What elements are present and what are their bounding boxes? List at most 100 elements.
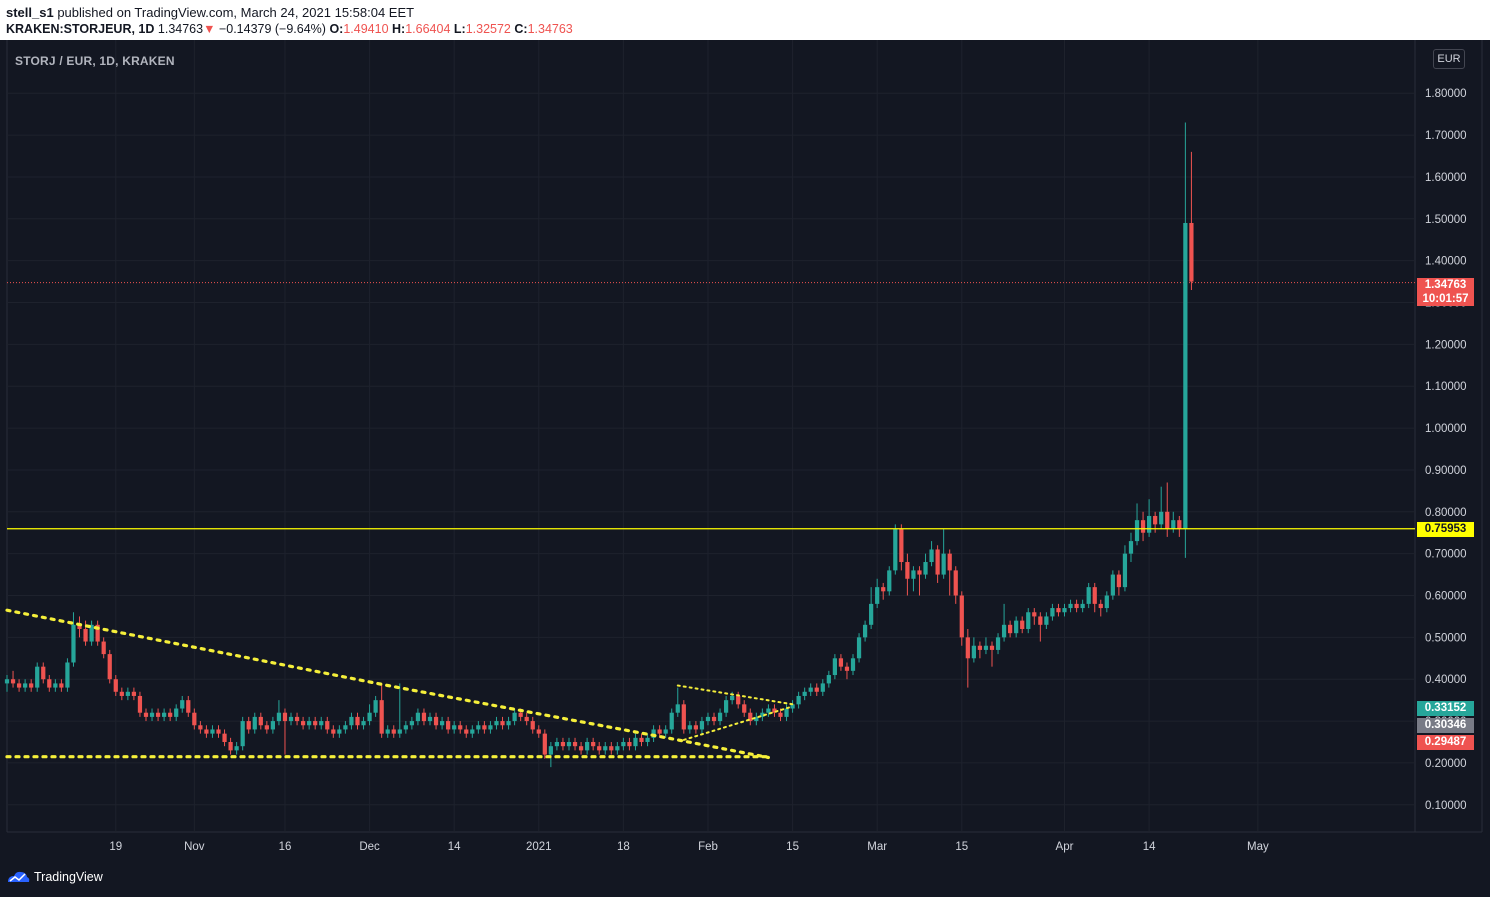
candle (464, 725, 469, 738)
candle (23, 679, 28, 692)
candle-body (180, 700, 185, 709)
candle (1014, 616, 1019, 638)
candle-body (1014, 620, 1019, 634)
candle (391, 725, 396, 738)
candle-body (53, 683, 58, 688)
candle (252, 712, 257, 734)
candle-body (911, 570, 916, 579)
candle (101, 637, 106, 659)
candle (1062, 603, 1067, 617)
candle-body (4, 679, 10, 684)
candle-body (313, 721, 318, 726)
currency-button[interactable]: EUR (1433, 49, 1465, 69)
candle-body (59, 683, 64, 688)
y-tick-label: 1.50000 (1425, 214, 1467, 226)
candle (554, 737, 560, 751)
x-tick-label: 16 (279, 841, 292, 853)
candle (814, 683, 819, 696)
candle (168, 708, 173, 722)
footer-brand-label: TradingView (34, 870, 103, 884)
candle (204, 725, 209, 738)
candle-body (518, 712, 523, 717)
countdown-badge-value: 10:01:57 (1422, 293, 1469, 305)
candle-body (41, 666, 46, 680)
candle (403, 721, 408, 734)
candle (899, 524, 904, 571)
candle-body (832, 658, 837, 676)
candle (597, 742, 602, 755)
low-label: L: (453, 22, 466, 36)
candle (1044, 612, 1049, 629)
candle-body (808, 687, 813, 692)
candle (530, 716, 535, 734)
candle-body (379, 700, 384, 734)
candle-body (591, 742, 596, 747)
candle-body (862, 624, 868, 638)
candle-body (826, 675, 831, 684)
candle (433, 712, 439, 730)
candle-body (107, 654, 112, 680)
candle (35, 662, 40, 692)
candle-body (838, 658, 844, 667)
candle-body (899, 528, 904, 563)
candle (210, 725, 215, 738)
price-badge-red: 0.29487 (1417, 735, 1474, 750)
candle-body (71, 624, 76, 663)
candle-body (222, 733, 227, 743)
candle-body (192, 712, 197, 726)
candle (1159, 486, 1164, 529)
publisher-name[interactable]: stell_s1 (6, 5, 54, 20)
candle (627, 737, 632, 751)
candle (452, 721, 457, 734)
candle (693, 721, 699, 734)
candle (566, 737, 572, 751)
candle-body (288, 716, 294, 722)
price-chart[interactable]: 1.800001.700001.600001.500001.400001.300… (0, 40, 1490, 858)
candle (77, 616, 82, 638)
candle (959, 591, 964, 646)
candle (506, 716, 511, 730)
candle (633, 733, 638, 751)
candle-body (524, 716, 529, 722)
candle (276, 700, 282, 726)
candle-body (1153, 515, 1158, 525)
candle-body (1189, 222, 1194, 282)
candle-body (542, 733, 547, 755)
candle (826, 670, 831, 688)
candle (1080, 599, 1085, 613)
candle-body (198, 725, 203, 730)
candle-body (1008, 624, 1013, 634)
candle-body (856, 637, 862, 659)
candle (947, 549, 952, 596)
candle-body (1140, 520, 1146, 533)
candle-body (681, 704, 686, 730)
candle (41, 662, 46, 684)
candle-body (403, 725, 408, 730)
candle-body (470, 729, 475, 734)
candle-body (778, 712, 783, 717)
x-tick-label: May (1247, 841, 1269, 853)
candle (270, 716, 276, 734)
candle (681, 700, 686, 734)
footer-brand[interactable]: TradingView (6, 870, 103, 884)
candle (228, 737, 233, 755)
candle-body (246, 721, 251, 730)
candle (524, 712, 529, 726)
candle (881, 582, 886, 600)
candle-body (155, 712, 161, 717)
candle (149, 708, 155, 722)
candle-body (500, 721, 505, 726)
candle (651, 725, 656, 743)
candle (4, 675, 10, 692)
candle-body (89, 624, 94, 642)
candle-body (657, 729, 662, 734)
candle-body (101, 641, 106, 655)
open-label: O: (329, 22, 344, 36)
candle (246, 716, 251, 734)
candle-body (10, 679, 16, 684)
candle (216, 725, 221, 738)
candle (282, 708, 288, 755)
candle-body (742, 704, 747, 713)
candle-body (1165, 511, 1170, 529)
ohlc-legend: KRAKEN:STORJEUR, 1D 1.34763▼ −0.14379 (−… (6, 22, 573, 36)
